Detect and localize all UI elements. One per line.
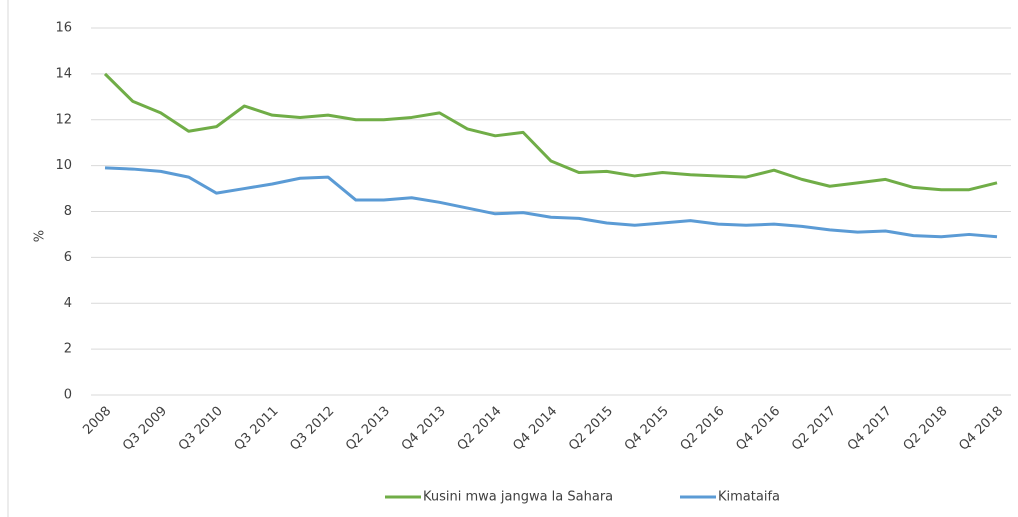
x-tick-label: Q3 2011: [232, 404, 282, 454]
x-tick-label: Q2 2014: [455, 404, 505, 454]
y-tick-label: 8: [64, 204, 72, 219]
x-tick-label: Q3 2012: [287, 404, 337, 454]
x-tick-label: Q2 2016: [678, 404, 728, 454]
x-tick-label: Q2 2013: [343, 404, 393, 454]
x-tick-label: Q4 2015: [622, 404, 672, 454]
x-tick-label: Q4 2017: [845, 404, 895, 454]
y-tick-label: 4: [64, 296, 72, 311]
y-tick-label: 16: [55, 21, 72, 36]
x-tick-label: Q4 2013: [399, 404, 449, 454]
y-tick-label: 2: [64, 342, 72, 357]
x-tick-label: Q2 2018: [901, 404, 951, 454]
x-tick-label: Q4 2016: [733, 404, 783, 454]
x-tick-label: Q2 2017: [789, 404, 839, 454]
legend-label: Kimataifa: [718, 490, 780, 505]
line-series: [103, 72, 998, 192]
line-series: [104, 166, 998, 239]
y-tick-label: 0: [64, 388, 72, 403]
y-axis-label: %: [33, 230, 48, 242]
x-tick-label: 2008: [80, 404, 114, 438]
x-tick-label: Q2 2015: [566, 404, 616, 454]
y-tick-label: 14: [55, 66, 72, 81]
y-tick-label: 10: [55, 158, 72, 173]
legend-label: Kusini mwa jangwa la Sahara: [423, 490, 613, 505]
x-tick-label: Q4 2014: [510, 404, 560, 454]
y-tick-label: 12: [55, 112, 72, 127]
x-tick-label: Q3 2010: [176, 404, 226, 454]
x-tick-label: Q3 2009: [120, 404, 170, 454]
y-tick-label: 6: [64, 250, 72, 265]
x-tick-label: Q4 2018: [956, 404, 1006, 454]
